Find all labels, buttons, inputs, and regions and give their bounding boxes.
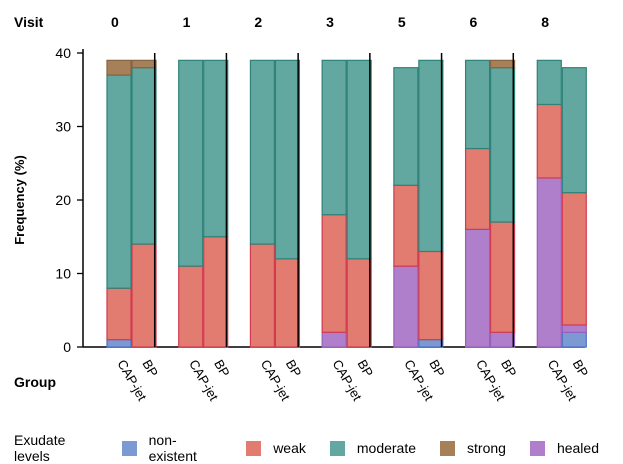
bar-segment-weak-visit-5-CAP-jet	[393, 184, 419, 267]
bar-segment-strong-visit-0-CAP-jet	[106, 59, 132, 76]
bar-segment-healed-visit-3-CAP-jet	[321, 331, 347, 348]
legend: Exudate levels non-existent weak moderat…	[14, 432, 623, 464]
y-tick-label-30: 30	[55, 119, 71, 135]
y-tick-label-40: 40	[55, 45, 71, 61]
bar-segment-healed-visit-8-CAP-jet	[536, 177, 562, 348]
facet-label-1: 1	[183, 14, 191, 30]
bar-segment-moderate-visit-3-BP	[346, 59, 372, 260]
y-tick-label-0: 0	[63, 339, 71, 355]
bar-segment-weak-visit-3-CAP-jet	[321, 214, 347, 333]
legend-item-strong: strong	[440, 440, 506, 456]
facet-label-2: 2	[254, 14, 262, 30]
bar-segment-weak-visit-8-CAP-jet	[536, 103, 562, 179]
bar-segment-healed-visit-6-BP	[489, 331, 516, 348]
bar-segment-healed-visit-8-BP	[561, 324, 587, 333]
bar-segment-moderate-visit-5-BP	[418, 59, 444, 253]
legend-label-healed: healed	[556, 440, 599, 456]
y-axis-title: Frequency (%)	[12, 155, 27, 245]
bar-segment-weak-visit-1-BP	[203, 236, 229, 348]
group-tick-label-visit-2-BP: BP	[283, 357, 305, 380]
legend-swatch-non-existent	[122, 440, 137, 456]
group-axis-label: Group	[14, 374, 56, 390]
legend-swatch-strong	[440, 440, 456, 456]
bar-segment-moderate-visit-6-BP	[489, 67, 516, 223]
legend-label-weak: weak	[273, 440, 306, 456]
legend-item-non-existent: non-existent	[122, 432, 222, 464]
bar-segment-non-existent-visit-0-CAP-jet	[106, 339, 132, 348]
group-tick-label-visit-0-BP: BP	[139, 357, 161, 380]
bar-segment-moderate-visit-2-CAP-jet	[249, 59, 276, 245]
bar-segment-weak-visit-5-BP	[418, 250, 444, 341]
facet-label-0: 0	[111, 14, 119, 30]
legend-label-strong: strong	[467, 440, 506, 456]
facet-label-8: 8	[541, 14, 549, 30]
bar-segment-moderate-visit-2-BP	[274, 59, 301, 260]
legend-label-non-existent: non-existent	[148, 432, 197, 464]
bar-segment-healed-visit-6-CAP-jet	[464, 228, 491, 348]
legend-swatch-moderate	[329, 440, 345, 456]
y-tick-label-20: 20	[55, 192, 71, 208]
bar-segment-weak-visit-0-CAP-jet	[106, 287, 132, 341]
bar-segment-moderate-visit-1-BP	[203, 59, 229, 238]
facet-label-3: 3	[326, 14, 334, 30]
legend-swatch-healed	[529, 440, 545, 456]
group-tick-label-visit-8-BP: BP	[570, 357, 592, 380]
group-tick-label-visit-1-BP: BP	[211, 357, 233, 380]
bar-segment-weak-visit-6-BP	[489, 221, 516, 333]
legend-label-moderate: moderate	[356, 440, 417, 456]
facet-label-5: 5	[398, 14, 406, 30]
bar-segment-moderate-visit-1-CAP-jet	[178, 59, 204, 267]
group-tick-label-visit-6-BP: BP	[498, 357, 520, 380]
bar-segment-moderate-visit-3-CAP-jet	[321, 59, 347, 216]
bar-segment-moderate-visit-0-CAP-jet	[106, 74, 132, 289]
bar-segment-strong-visit-0-BP	[131, 59, 157, 69]
bar-segment-moderate-visit-8-CAP-jet	[536, 59, 562, 106]
bar-segment-weak-visit-1-CAP-jet	[178, 265, 204, 348]
bar-segment-weak-visit-3-BP	[346, 258, 372, 348]
legend-item-weak: weak	[246, 440, 306, 456]
bar-segment-moderate-visit-5-CAP-jet	[393, 67, 419, 186]
bar-segment-moderate-visit-8-BP	[561, 67, 587, 194]
bar-segment-weak-visit-2-BP	[274, 258, 301, 348]
legend-item-moderate: moderate	[329, 440, 417, 456]
bar-segment-moderate-visit-0-BP	[131, 67, 157, 245]
facet-header-label: Visit	[14, 14, 44, 30]
group-tick-label-visit-3-BP: BP	[355, 357, 377, 380]
bar-segment-strong-visit-6-BP	[489, 59, 516, 69]
bar-segment-moderate-visit-6-CAP-jet	[464, 59, 491, 150]
legend-title: Exudate levels	[14, 432, 66, 464]
y-tick-label-10: 10	[55, 266, 71, 282]
legend-swatch-weak	[246, 440, 262, 456]
bar-segment-non-existent-visit-8-BP	[561, 331, 587, 348]
bar-segment-non-existent-visit-5-BP	[418, 339, 444, 348]
group-tick-label-visit-5-BP: BP	[426, 357, 448, 380]
bar-segment-healed-visit-5-CAP-jet	[393, 265, 419, 348]
bar-segment-weak-visit-8-BP	[561, 192, 587, 326]
facet-label-6: 6	[470, 14, 478, 30]
bar-segment-weak-visit-6-CAP-jet	[464, 147, 491, 231]
bar-segment-weak-visit-2-CAP-jet	[249, 243, 276, 348]
legend-item-healed: healed	[529, 440, 599, 456]
bar-segment-weak-visit-0-BP	[131, 243, 157, 348]
